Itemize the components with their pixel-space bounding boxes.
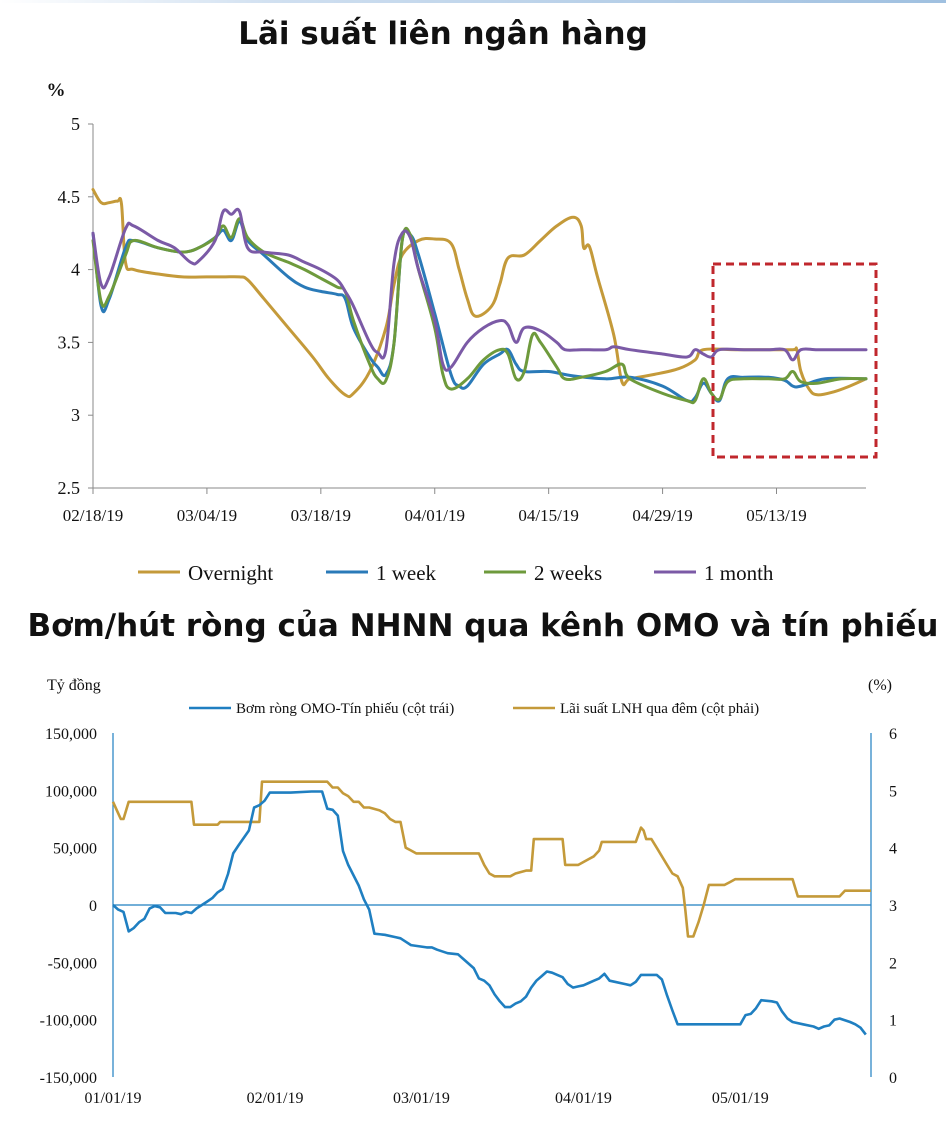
legend-label: 1 month <box>704 561 774 585</box>
left-axis-unit-label: Tỷ đồng <box>47 677 101 694</box>
series-line-omo-net-injection <box>112 790 867 1036</box>
x-tick-label: 05/01/19 <box>712 1090 769 1107</box>
series-line-2-weeks <box>91 217 868 405</box>
y-tick-label: 4.5 <box>58 187 81 207</box>
left-y-tick-label: 100,000 <box>45 783 97 800</box>
highlight-box <box>711 262 878 459</box>
right-y-tick-label: 0 <box>889 1070 897 1087</box>
right-y-tick-label: 4 <box>889 841 897 858</box>
y-tick-label: 3 <box>71 405 80 425</box>
right-y-tick-label: 6 <box>889 726 897 743</box>
x-tick-label: 03/01/19 <box>393 1090 450 1107</box>
chart1-title: Lãi suất liên ngân hàng <box>238 16 648 52</box>
interbank-rate-chart: % 2.5 3 3.5 4 4.5 5 02/18/19 03/04/19 03/18/19 04/… <box>47 80 878 585</box>
top-decorative-rule <box>0 0 946 3</box>
left-y-tick-label: -100,000 <box>40 1013 97 1030</box>
series-line-interbank-overnight <box>111 780 871 938</box>
x-tick-label: 04/01/19 <box>555 1090 612 1107</box>
y-axis-unit-label: % <box>47 80 66 101</box>
legend-label: Lãi suất LNH qua đêm (cột phải) <box>560 701 759 717</box>
legend-label: Bơm ròng OMO-Tín phiếu (cột trái) <box>236 701 454 717</box>
right-y-tick-label: 1 <box>889 1013 897 1030</box>
series-line-1-month <box>91 207 868 372</box>
y-tick-label: 2.5 <box>58 478 81 498</box>
left-y-tick-label: 150,000 <box>45 726 97 743</box>
y-tick-label: 3.5 <box>58 332 81 352</box>
left-y-tick-label: 0 <box>89 898 97 915</box>
right-y-tick-label: 5 <box>889 783 897 800</box>
x-tick-label: 04/01/19 <box>405 506 465 525</box>
x-tick-label: 02/18/19 <box>63 506 123 525</box>
x-tick-label: 01/01/19 <box>85 1090 142 1107</box>
x-tick-label: 03/04/19 <box>177 506 237 525</box>
y-tick-label: 4 <box>71 260 80 280</box>
x-tick-label: 04/15/19 <box>518 506 578 525</box>
y-tick-label: 5 <box>71 114 80 134</box>
x-tick-label: 04/29/19 <box>632 506 692 525</box>
x-tick-label: 02/01/19 <box>247 1090 304 1107</box>
left-y-tick-label: 50,000 <box>53 841 97 858</box>
legend-label: Overnight <box>188 561 273 585</box>
x-tick-label: 05/13/19 <box>746 506 806 525</box>
left-y-tick-label: -150,000 <box>40 1070 97 1087</box>
legend-label: 2 weeks <box>534 561 602 585</box>
right-y-tick-label: 2 <box>889 955 897 972</box>
right-y-tick-label: 3 <box>889 898 897 915</box>
legend-label: 1 week <box>376 561 437 585</box>
x-tick-label: 03/18/19 <box>291 506 351 525</box>
left-y-tick-label: -50,000 <box>48 955 97 972</box>
chart2-title: Bơm/hút ròng của NHNN qua kênh OMO và tí… <box>27 608 939 644</box>
right-axis-unit-label: (%) <box>868 677 892 694</box>
